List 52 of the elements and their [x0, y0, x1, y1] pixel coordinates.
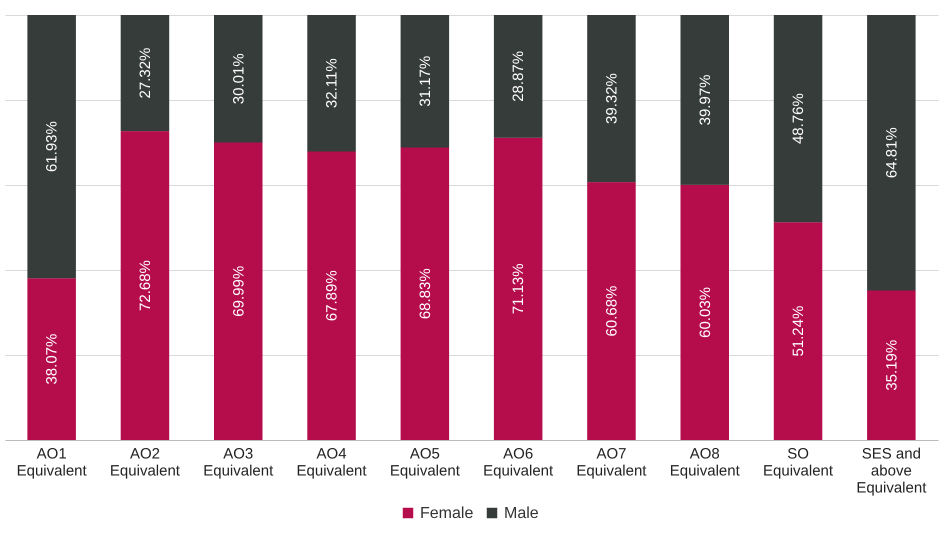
data-label: 48.76%: [790, 93, 808, 144]
bar: [214, 142, 263, 440]
legend-label: Female: [420, 505, 474, 522]
bar: [27, 15, 76, 278]
x-tick-label: AO3 Equivalent: [203, 446, 274, 480]
bar: [307, 151, 356, 440]
bar: [587, 15, 636, 182]
data-label: 27.32%: [136, 48, 154, 98]
bar: [307, 15, 356, 152]
data-label: 51.24%: [790, 306, 808, 357]
bar: [120, 131, 170, 440]
data-label: 39.32%: [603, 73, 620, 124]
data-label: 38.07%: [44, 334, 61, 385]
x-tick-label: SES and above Equivalent: [856, 446, 928, 496]
data-label: 67.89%: [324, 270, 341, 322]
x-tick-label: AO8 Equivalent: [670, 446, 741, 480]
legend-label: Male: [504, 505, 539, 522]
bar: [400, 147, 450, 440]
data-label: 71.13%: [510, 263, 528, 314]
bar: [494, 15, 542, 138]
x-tick-label: SO Equivalent: [763, 446, 834, 480]
x-tick-label: AO4 Equivalent: [296, 446, 368, 480]
bar: [867, 290, 916, 440]
data-label: 60.03%: [696, 287, 714, 338]
bar: [867, 15, 916, 290]
data-label: 32.11%: [324, 58, 341, 108]
x-tick-label: AO5 Equivalent: [390, 446, 461, 480]
data-label: 69.99%: [230, 266, 248, 317]
x-tick-label: AO1 Equivalent: [16, 446, 88, 480]
bar: [214, 15, 263, 143]
bar: [680, 184, 730, 440]
data-label: 31.17%: [416, 56, 434, 107]
bar: [587, 182, 636, 440]
bar: [774, 222, 822, 440]
data-label: 35.19%: [883, 340, 900, 391]
bar: [120, 15, 170, 132]
x-tick-label: AO2 Equivalent: [110, 446, 181, 480]
x-tick-label: AO6 Equivalent: [483, 446, 554, 480]
bar: [400, 15, 450, 148]
data-label: 64.81%: [883, 127, 900, 178]
data-label: 68.83%: [416, 268, 434, 320]
data-label: 72.68%: [136, 260, 154, 311]
bar: [27, 278, 76, 440]
bar: [774, 15, 822, 222]
data-label: 30.01%: [230, 53, 248, 104]
data-label: 61.93%: [44, 121, 61, 172]
data-label: 39.97%: [696, 74, 714, 126]
bar: [680, 15, 730, 185]
data-label: 28.87%: [510, 50, 528, 102]
data-label: 60.68%: [603, 286, 620, 336]
bar: [494, 138, 542, 440]
x-tick-label: AO7 Equivalent: [576, 446, 648, 480]
